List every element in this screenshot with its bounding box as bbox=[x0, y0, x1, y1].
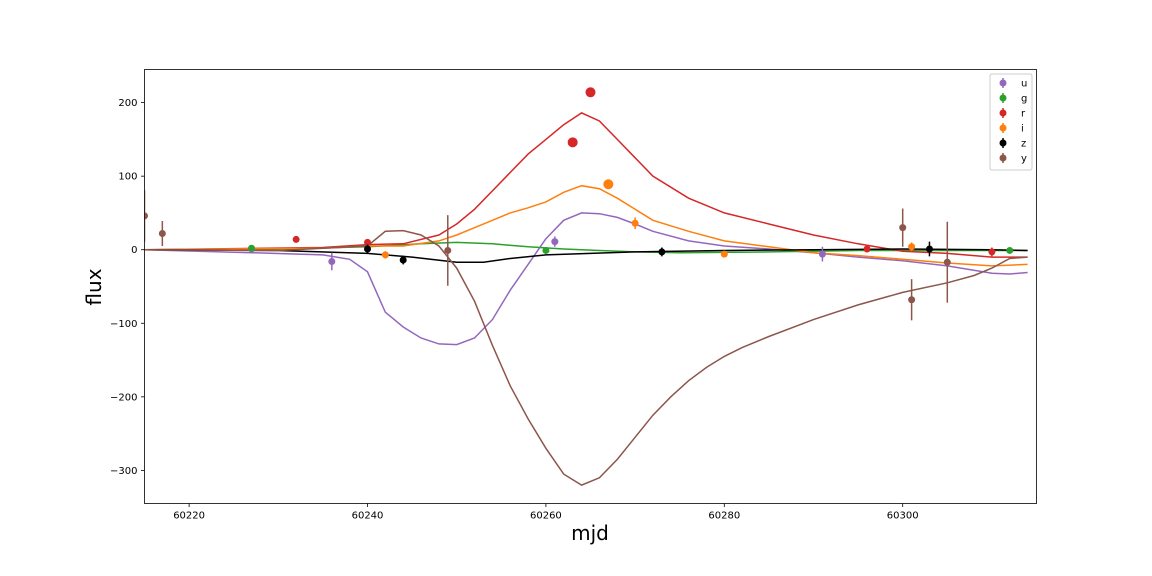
legend-marker bbox=[999, 139, 1007, 147]
data-point-g bbox=[542, 246, 550, 254]
data-point-u bbox=[818, 250, 826, 258]
x-axis-label: mjd bbox=[571, 521, 609, 545]
data-point-r bbox=[585, 87, 596, 98]
data-point-r bbox=[364, 238, 371, 246]
data-point-i bbox=[720, 250, 728, 258]
legend-marker bbox=[999, 94, 1007, 102]
data-point-y bbox=[943, 258, 951, 266]
data-point-z bbox=[658, 248, 666, 256]
y-tick-label: 200 bbox=[118, 98, 137, 109]
data-point-r bbox=[988, 248, 996, 256]
legend-label: i bbox=[1021, 124, 1024, 135]
legend-label: y bbox=[1021, 154, 1027, 165]
data-point-i bbox=[908, 243, 916, 251]
legend-marker bbox=[999, 154, 1007, 162]
x-tick-label: 60220 bbox=[173, 511, 205, 522]
observation-points bbox=[144, 87, 1014, 321]
legend-marker bbox=[999, 109, 1007, 117]
model-curve-i bbox=[144, 184, 1028, 267]
data-point-g bbox=[248, 244, 256, 252]
data-point-z bbox=[925, 245, 933, 253]
data-point-u bbox=[328, 257, 336, 265]
model-curve-u bbox=[144, 212, 1028, 346]
x-axis-ticks: 60220 60240 60260 60280 60300 bbox=[173, 503, 919, 522]
y-tick-label: −200 bbox=[110, 392, 137, 403]
model-curve-y bbox=[144, 229, 1028, 486]
data-point-r bbox=[863, 245, 871, 253]
legend-marker bbox=[999, 124, 1007, 132]
x-tick-label: 60300 bbox=[887, 511, 919, 522]
data-point-g bbox=[1006, 246, 1014, 254]
y-tick-label: −300 bbox=[110, 466, 137, 477]
data-point-z bbox=[364, 245, 371, 253]
legend-label: u bbox=[1021, 79, 1027, 90]
y-tick-label: 100 bbox=[118, 172, 137, 183]
data-point-i bbox=[381, 251, 389, 259]
y-axis-ticks: 200 100 0 −100 −200 −300 bbox=[110, 98, 145, 477]
data-point-y bbox=[158, 230, 166, 238]
data-point-y bbox=[444, 246, 452, 254]
plot-frame bbox=[144, 69, 1037, 504]
data-point-i bbox=[631, 219, 639, 227]
legend-label: g bbox=[1021, 94, 1027, 105]
x-tick-label: 60260 bbox=[530, 511, 562, 522]
data-point-y bbox=[908, 296, 916, 304]
y-tick-label: −100 bbox=[110, 319, 137, 330]
data-point-z bbox=[399, 256, 407, 264]
data-point-u bbox=[551, 238, 559, 246]
legend-label: r bbox=[1021, 109, 1026, 120]
model-curve-r bbox=[144, 112, 1028, 258]
y-tick-label: 0 bbox=[131, 245, 137, 256]
data-point-r bbox=[567, 137, 578, 148]
plot-background bbox=[144, 69, 1037, 504]
legend-label: z bbox=[1021, 139, 1026, 150]
data-point-r bbox=[292, 235, 300, 243]
legend-marker bbox=[999, 79, 1007, 87]
y-axis-label: flux bbox=[82, 268, 106, 305]
data-point-y bbox=[144, 212, 148, 220]
x-tick-label: 60240 bbox=[352, 511, 384, 522]
x-tick-label: 60280 bbox=[708, 511, 740, 522]
data-point-i bbox=[603, 179, 614, 190]
data-point-y bbox=[899, 224, 907, 232]
